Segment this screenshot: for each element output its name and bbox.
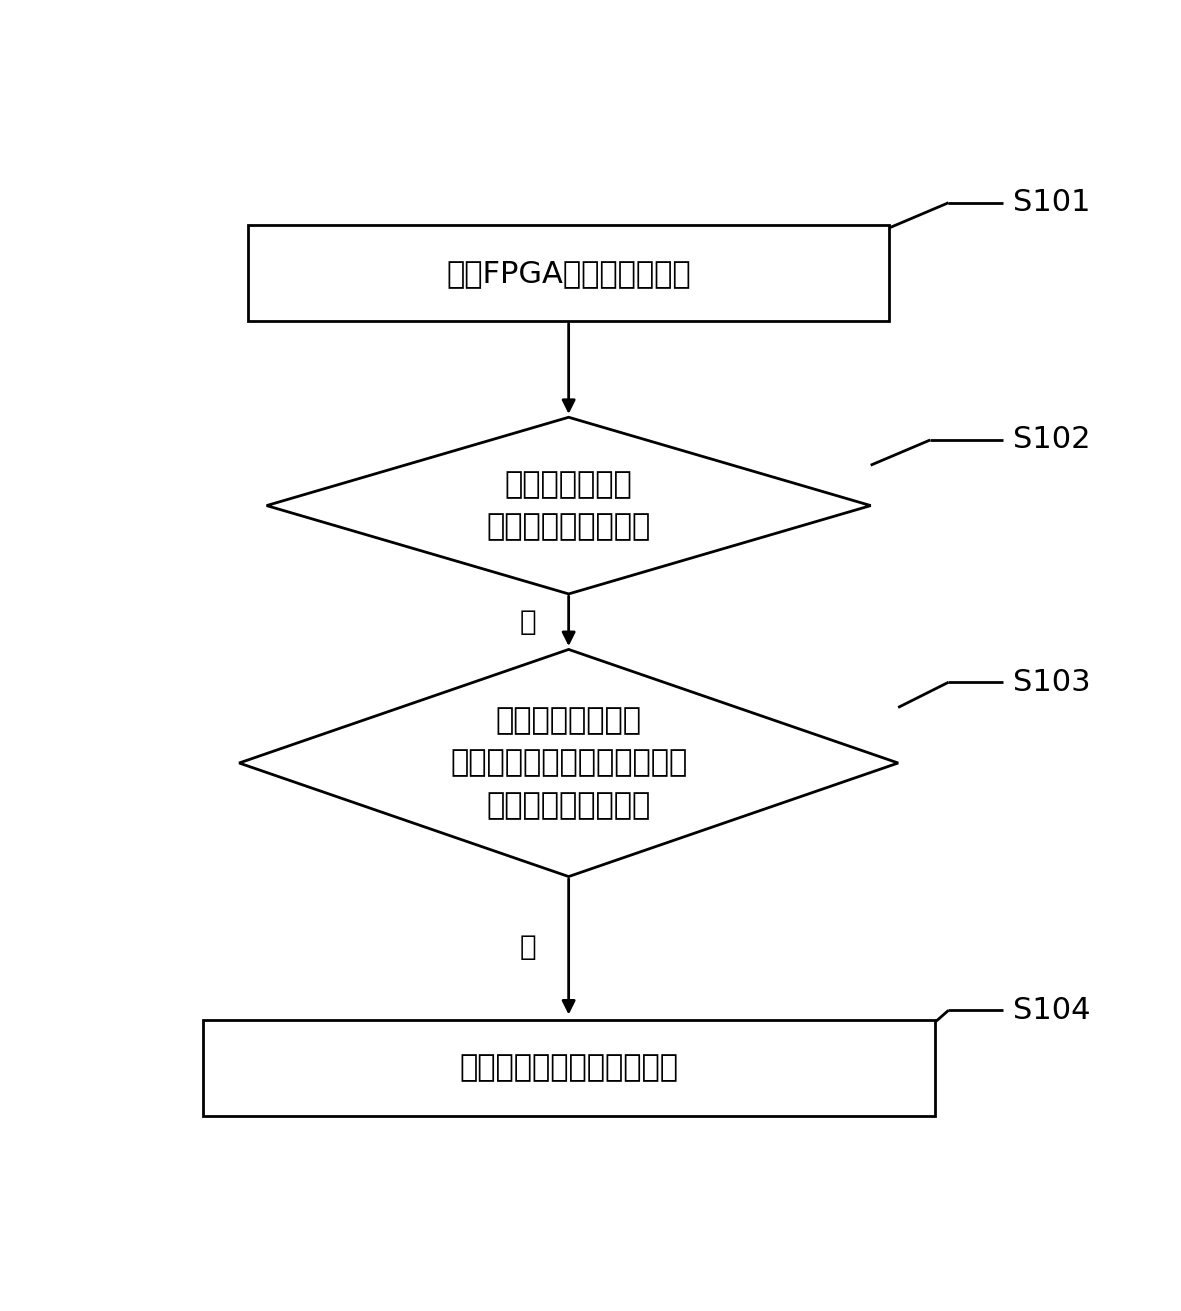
Text: 获取FPGA板卡的运行数据: 获取FPGA板卡的运行数据 <box>446 258 691 288</box>
Bar <box>203 1020 935 1116</box>
Polygon shape <box>239 649 899 877</box>
Text: 判断大于第一设定
阈值的异常运行数据的变化率
是否大于第二设阈值: 判断大于第一设定 阈值的异常运行数据的变化率 是否大于第二设阈值 <box>450 705 687 821</box>
Text: 是: 是 <box>520 608 536 636</box>
Text: 控制电源断电，并报警提示: 控制电源断电，并报警提示 <box>459 1053 678 1083</box>
Text: S104: S104 <box>1012 996 1090 1025</box>
Text: 是: 是 <box>520 932 536 961</box>
Text: S101: S101 <box>1012 189 1090 218</box>
Text: S103: S103 <box>1012 667 1090 696</box>
Text: 判断运行数据是
否大于第一设定阈值: 判断运行数据是 否大于第一设定阈值 <box>487 469 651 541</box>
Bar <box>248 225 889 321</box>
Polygon shape <box>267 417 870 594</box>
Text: S102: S102 <box>1012 426 1090 455</box>
